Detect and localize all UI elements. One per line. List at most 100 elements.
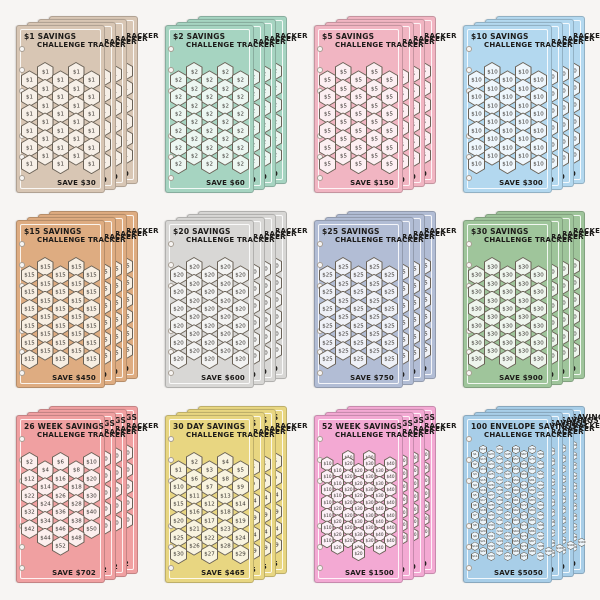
hex-cell: $15 <box>21 349 38 370</box>
hex-cell: $15 <box>52 349 69 370</box>
hex-row: $30$30$30 <box>468 349 547 370</box>
hex-row: $52 <box>21 536 100 556</box>
card-title-line2: CHALLENGE TRACKER <box>37 431 125 440</box>
save-total: SAVE $702 <box>52 569 96 577</box>
binder-hole <box>168 175 174 181</box>
card-title-line2: CHALLENGE TRACKER <box>335 236 423 245</box>
hex-amount-label: $2 <box>204 158 216 171</box>
hex-amount-label: $25 <box>322 353 334 366</box>
card-title-line2: CHALLENGE TRACKER <box>37 236 125 245</box>
save-total: SAVE $450 <box>52 374 96 382</box>
card-sheet-front: $20 SAVINGS CHALLENGE TRACKER $20 $20 $20 $20… <box>165 220 274 388</box>
hex-amount-label: $15 <box>86 353 98 366</box>
card-sheet-front: $30 SAVINGS CHALLENGE TRACKER $30 $30 $30 $30… <box>463 220 572 388</box>
binder-hole <box>19 370 25 376</box>
hex-cell: $5 <box>350 154 367 175</box>
card-sheet-front: $25 SAVINGS CHALLENGE TRACKER $25 $25 $25 $25… <box>314 220 423 388</box>
binder-hole <box>168 370 174 376</box>
hex-amount-label: $30 <box>173 548 185 561</box>
hex-cell: $25 <box>350 349 367 370</box>
hex-row: $5$5$5 <box>319 154 398 175</box>
binder-hole <box>19 565 25 571</box>
hex-row: $2$2$2 <box>170 154 249 175</box>
hex-amount-label: $2 <box>173 158 185 171</box>
card-title-line2: CHALLENGE TRACKER <box>37 41 125 50</box>
card-title-line1: 30 DAY SAVINGS <box>173 422 249 431</box>
hex-cell: $1 <box>21 154 38 175</box>
card-sheet-front: $1 SAVINGS CHALLENGE TRACKER $1 $1 $1 $1 $1 $1 $… <box>16 25 125 193</box>
hex-amount-label: $20 <box>204 353 216 366</box>
hex-grid: $10$10$10$10$10$10$10$10$10$10$10$10$10$… <box>468 62 547 175</box>
hex-amount-label: $15 <box>24 353 36 366</box>
card-title-line2: CHALLENGE TRACKER <box>186 41 274 50</box>
hex-amount-label: $30 <box>533 353 545 366</box>
hex-amount-label: $15 <box>55 353 67 366</box>
hex-cell: $30 <box>170 544 187 565</box>
card-title-line1: $30 SAVINGS <box>471 227 547 236</box>
save-total: SAVE $600 <box>201 374 245 382</box>
card-sheet-front: 26 WEEK SAVINGS CHALLENGE TRACKER $2 $6 $10 $… <box>16 415 125 583</box>
hex-grid: $30$30$30$30$30$30$30$30$30$30$30$30$30$… <box>468 257 547 370</box>
hex-grid: $5$5$5$5$5$5$5$5$5$5$5$5$5$5$5$5$5$5$5$5… <box>319 62 398 175</box>
hex-cell: $29 <box>232 544 249 565</box>
binder-hole <box>317 175 323 181</box>
hex-cell: $25 <box>381 349 398 370</box>
card-title-line1: 26 WEEK SAVINGS <box>24 422 104 431</box>
save-total: SAVE $60 <box>206 179 245 187</box>
hex-amount-label: $29 <box>235 548 247 561</box>
hex-cell: $10 <box>530 154 547 175</box>
hex-cell: $52 <box>52 536 69 556</box>
hex-cell: $1 <box>83 154 100 175</box>
card-title-line1: $25 SAVINGS <box>322 227 398 236</box>
hex-amount-label: $1 <box>86 158 98 171</box>
hex-amount-label: $5 <box>322 158 334 171</box>
hex-amount-label: $27 <box>204 548 216 561</box>
hex-row: $30 $27 $29 <box>170 544 249 565</box>
save-total: SAVE $750 <box>350 374 394 382</box>
save-total: SAVE $300 <box>499 179 543 187</box>
hex-grid: $20$20$20$20$20$20$20$20$20$20$20$20$20$… <box>170 257 249 370</box>
save-total: SAVE $30 <box>57 179 96 187</box>
save-total: SAVE $900 <box>499 374 543 382</box>
hex-cell: $5 <box>319 154 336 175</box>
hex-amount-label: $30 <box>502 353 514 366</box>
hex-amount-label: $20 <box>173 353 185 366</box>
hex-amount-label: $1 <box>55 158 67 171</box>
binder-hole <box>466 370 472 376</box>
card-title-line1: $5 SAVINGS <box>322 32 398 41</box>
hex-cell: $1 <box>52 154 69 175</box>
card-title-line1: $10 SAVINGS <box>471 32 547 41</box>
hex-grid: $2$6$10$4$8$12$16$20$14$18$22$26$30$24$2… <box>21 452 100 556</box>
binder-hole <box>466 175 472 181</box>
save-total: SAVE $150 <box>350 179 394 187</box>
hex-amount-label: $1 <box>24 158 36 171</box>
hex-cell: $2 <box>201 154 218 175</box>
hex-amount-label: $5 <box>353 158 365 171</box>
binder-hole <box>168 565 174 571</box>
hex-grid: $15$15$15$15$15$15$15$15$15$15$15$15$15$… <box>21 257 100 370</box>
hex-amount-label: $10 <box>533 158 545 171</box>
save-total: SAVE $465 <box>201 569 245 577</box>
binder-hole <box>19 175 25 181</box>
hex-cell: $20 <box>232 349 249 370</box>
hex-grid: $2$4$1$3$5$6$8$10$7$9$11$13$15$12$14$16$… <box>170 452 249 565</box>
hex-grid: $25$25$25$25$25$25$25$25$25$25$25$25$25$… <box>319 257 398 370</box>
hex-grid: $2$2$2$2$2$2$2$2$2$2$2$2$2$2$2$2$2$2$2$2… <box>170 62 249 175</box>
hex-cell: $20 <box>170 349 187 370</box>
card-sheet-front: 30 DAY SAVINGS CHALLENGE TRACKER $2 $4 $1 $3 $… <box>165 415 274 583</box>
